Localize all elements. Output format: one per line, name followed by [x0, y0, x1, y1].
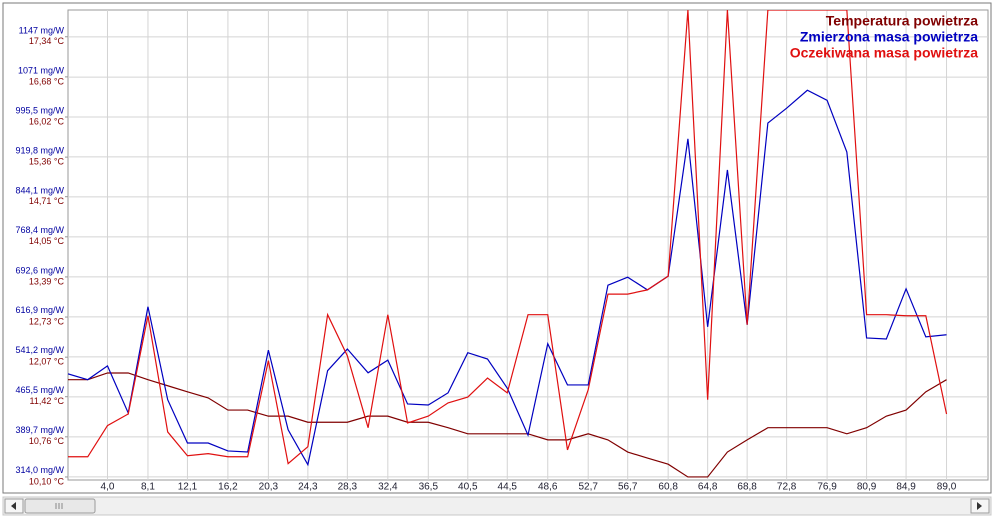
grid — [65, 9, 989, 481]
arrow-left — [11, 502, 16, 510]
scroll-thumb[interactable] — [24, 498, 96, 514]
y-tick-label: 389,7 mg/W — [15, 425, 64, 435]
x-tick-label: 80,9 — [857, 482, 877, 493]
y2-tick-label: 16,02 °C — [29, 116, 65, 126]
y-tick-label: 314,0 mg/W — [15, 465, 64, 475]
y2-tick-label: 15,36 °C — [29, 157, 65, 167]
x-tick-label: 32,4 — [378, 482, 398, 493]
y2-tick-label: 12,07 °C — [29, 357, 65, 367]
y2-tick-label: 10,76 °C — [29, 436, 65, 446]
x-tick-label: 20,3 — [259, 482, 279, 493]
x-tick-label: 44,5 — [498, 482, 518, 493]
y2-tick-label: 10,10 °C — [29, 476, 65, 486]
x-tick-label: 36,5 — [419, 482, 439, 493]
scrollbar[interactable] — [2, 496, 992, 516]
x-tick-label: 64,8 — [698, 482, 718, 493]
x-tick-label: 40,5 — [458, 482, 478, 493]
x-tick-label: 76,9 — [817, 482, 837, 493]
y2-tick-label: 12,73 °C — [29, 316, 65, 326]
y2-tick-label: 14,71 °C — [29, 196, 65, 206]
y-tick-label: 616,9 mg/W — [15, 305, 64, 315]
x-tick-label: 12,1 — [178, 482, 198, 493]
y-tick-label: 919,8 mg/W — [15, 145, 64, 155]
scroll-track[interactable] — [2, 496, 992, 516]
y2-tick-label: 11,42 °C — [30, 396, 65, 406]
x-tick-label: 84,9 — [896, 482, 916, 493]
series-line — [68, 89, 947, 467]
legend-entry: Oczekiwana masa powietrza — [790, 45, 979, 61]
y-tick-label: 692,6 mg/W — [15, 265, 64, 275]
y2-tick-label: 17,34 °C — [29, 36, 65, 46]
y-tick-label: 1147 mg/W — [19, 25, 65, 35]
plot-lines — [68, 10, 948, 478]
x-tick-label: 56,7 — [618, 482, 638, 493]
thumb-grip — [55, 503, 63, 509]
y-tick-label: 768,4 mg/W — [15, 225, 64, 235]
x-tick-label: 16,2 — [218, 482, 238, 493]
labels: 314,0 mg/W 389,7 mg/W 465,5 mg/W 541,2 mg/W… — [15, 13, 978, 493]
y2-tick-label: 14,05 °C — [29, 236, 65, 246]
y-tick-label: 465,5 mg/W — [15, 385, 64, 395]
plot-area — [67, 9, 989, 481]
y-tick-label: 541,2 mg/W — [15, 345, 64, 355]
x-tick-label: 4,0 — [101, 482, 115, 493]
x-tick-label: 24,3 — [298, 482, 318, 493]
x-tick-label: 52,7 — [578, 482, 598, 493]
x-tick-label: 89,0 — [937, 482, 957, 493]
series-line — [68, 10, 948, 465]
x-tick-label: 60,8 — [658, 482, 678, 493]
x-tick-label: 8,1 — [141, 482, 155, 493]
legend-entry: Zmierzona masa powietrza — [800, 29, 978, 45]
y2-tick-label: 13,39 °C — [29, 276, 65, 286]
x-tick-label: 48,6 — [538, 482, 558, 493]
x-tick-label: 72,8 — [777, 482, 797, 493]
y-tick-label: 1071 mg/W — [18, 65, 65, 75]
y-tick-label: 844,1 mg/W — [15, 185, 64, 195]
x-tick-label: 68,8 — [737, 482, 757, 493]
series-line — [68, 372, 947, 478]
legend-entry: Temperatura powietrza — [826, 13, 978, 29]
arrow-right — [977, 502, 982, 510]
x-tick-label: 28,3 — [338, 482, 358, 493]
y-tick-label: 995,5 mg/W — [15, 105, 64, 115]
y2-tick-label: 16,68 °C — [29, 76, 65, 86]
